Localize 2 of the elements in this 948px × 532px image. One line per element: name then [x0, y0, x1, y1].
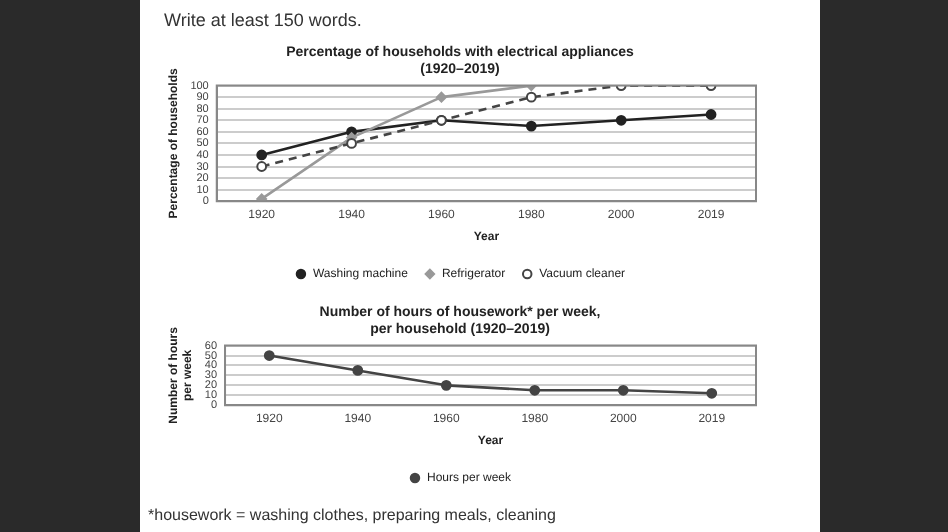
text: Write at least 150 words.	[164, 10, 362, 30]
text: *housework = washing clothes, preparing meals, cleaning	[148, 506, 556, 524]
